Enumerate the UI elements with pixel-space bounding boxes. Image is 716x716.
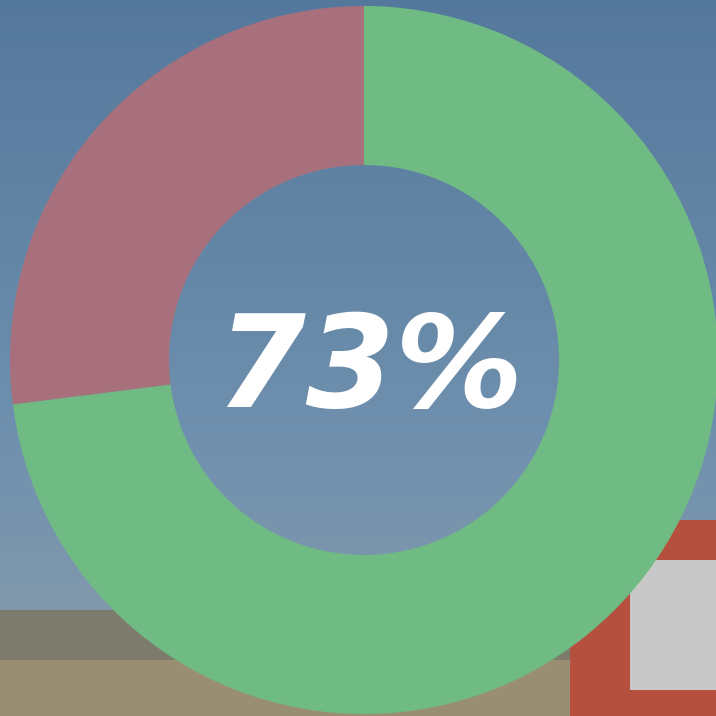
truck-grille xyxy=(630,560,716,690)
page: 73% (() => { const data = JSON.parse(doc… xyxy=(0,0,716,716)
center-label: 73% xyxy=(217,289,523,438)
chart: 73% xyxy=(0,0,716,716)
